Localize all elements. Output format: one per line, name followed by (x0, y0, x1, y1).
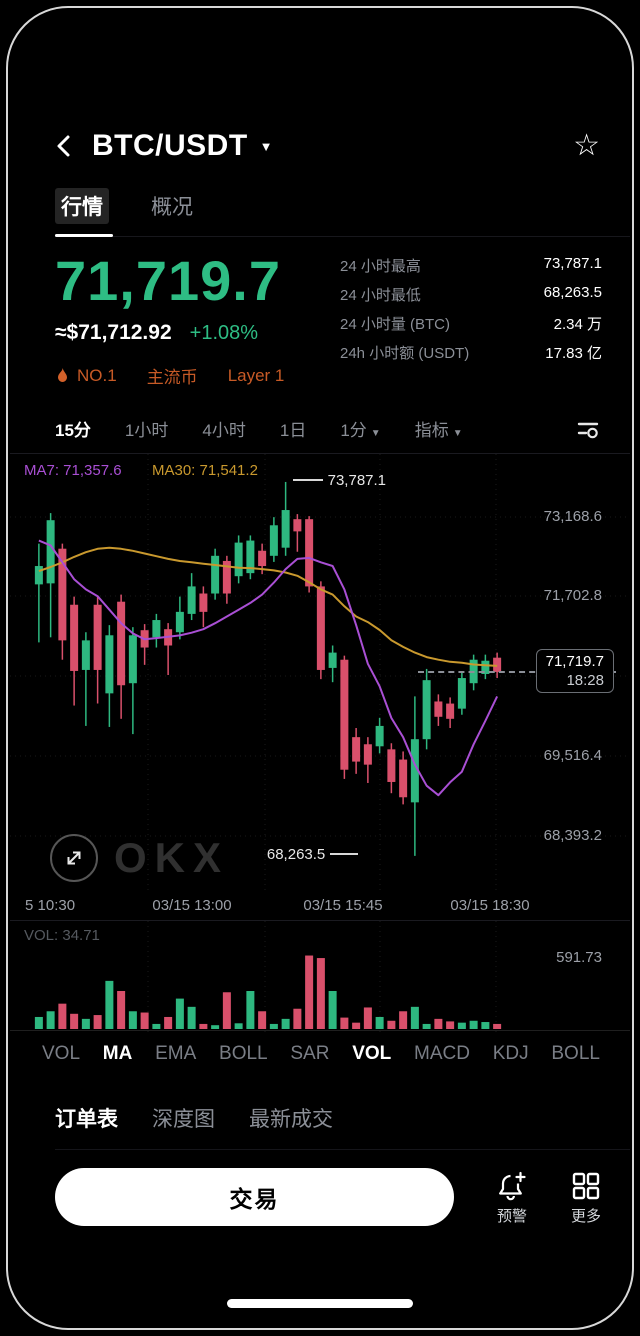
tab-depth-chart[interactable]: 深度图 (152, 1108, 215, 1131)
chevron-down-icon: ▼ (452, 428, 463, 439)
trade-button[interactable]: 交易 (55, 1168, 454, 1226)
volume-canvas[interactable] (10, 921, 630, 1033)
indicator-vol-sub[interactable]: VOL (352, 1043, 392, 1064)
x-axis-label: 5 10:30 (25, 897, 76, 914)
marker-time: 18:28 (566, 671, 604, 689)
high-annotation-dash (292, 479, 323, 482)
back-icon[interactable] (52, 133, 76, 159)
rank-badge[interactable]: NO.1 (55, 366, 117, 386)
footer: 交易 预警 更多 (10, 1150, 630, 1226)
more-label: 更多 (570, 1208, 601, 1225)
alert-label: 预警 (496, 1208, 527, 1225)
x-axis-label: 03/15 13:00 (152, 897, 232, 914)
alert-tool[interactable]: 预警 (496, 1170, 528, 1226)
chevron-down-icon: ▼ (370, 428, 381, 439)
y-axis-label: 68,393.2 (543, 827, 602, 844)
favorite-star-icon[interactable]: ☆ (573, 129, 600, 162)
indicator-boll[interactable]: BOLL (219, 1043, 268, 1064)
marker-price: 71,719.7 (545, 652, 604, 670)
expand-chart-icon[interactable] (50, 834, 98, 882)
stat-row: 24 小时最高 73,787.1 (340, 255, 602, 275)
indicator-ema[interactable]: EMA (155, 1043, 197, 1064)
pair-title[interactable]: BTC/USDT (92, 129, 248, 162)
indicator-kdj[interactable]: KDJ (492, 1043, 529, 1064)
indicator-tabs: VOL MA EMA BOLL SAR VOL MACD KDJ BOLL (10, 1033, 630, 1077)
volume-axis-label: 591.73 (556, 949, 602, 966)
y-axis-label: 71,702.8 (543, 587, 602, 604)
volume-label: VOL: 34.71 (24, 927, 100, 944)
x-axis: 5 10:30 03/15 13:00 03/15 15:45 03/15 18… (10, 894, 630, 921)
more-tool[interactable]: 更多 (570, 1170, 602, 1226)
last-price-line (418, 670, 616, 673)
candles-canvas[interactable] (10, 454, 630, 894)
24h-stats: 24 小时最高 73,787.1 24 小时最低 68,263.5 24 小时量 (… (340, 255, 602, 388)
more-grid-icon (572, 1172, 600, 1200)
chart-watermark: OKX (50, 834, 229, 882)
stat-row: 24h 小时额 (USDT) 17.83 亿 (340, 345, 602, 362)
indicator-boll2[interactable]: BOLL (551, 1043, 600, 1064)
header: BTC/USDT ▼ ☆ (10, 122, 630, 170)
indicator-dropdown[interactable]: 指标 ▼ (414, 421, 463, 440)
last-price: 71,719.7 (55, 249, 281, 312)
fiat-price: ≈$71,712.92 (55, 321, 172, 344)
flame-icon (58, 367, 67, 382)
alert-bell-plus-icon (499, 1171, 526, 1201)
category-badge-layer1[interactable]: Layer 1 (227, 365, 285, 385)
tab-order-book[interactable]: 订单表 (55, 1108, 118, 1131)
ticker-section: 71,719.7 ≈$71,712.92 +1.08% NO.1 主流币 Lay… (10, 237, 630, 388)
timeframe-1h[interactable]: 1小时 (124, 421, 169, 440)
home-indicator[interactable] (227, 1299, 413, 1308)
y-axis-label: 73,168.6 (543, 508, 602, 525)
low-annotation-dash (330, 853, 359, 856)
stat-row: 24 小时最低 68,263.5 (340, 284, 602, 304)
indicator-vol-main[interactable]: VOL (42, 1043, 81, 1064)
timeframe-1d[interactable]: 1日 (279, 421, 307, 440)
x-axis-label: 03/15 18:30 (450, 897, 530, 914)
tab-market[interactable]: 行情 (55, 188, 109, 224)
stat-row: 24 小时量 (BTC) 2.34 万 (340, 316, 602, 333)
top-tabs: 行情 概况 (55, 188, 630, 237)
category-badge-mainstream[interactable]: 主流币 (146, 368, 198, 387)
price-block: 71,719.7 ≈$71,712.92 +1.08% NO.1 主流币 Lay… (55, 251, 284, 388)
ma7-label: MA7: 71,357.6 (24, 462, 122, 479)
candlestick-chart[interactable]: MA7: 71,357.6 MA30: 71,541.2 73,168.6 71… (10, 454, 630, 894)
app-screen: BTC/USDT ▼ ☆ 行情 概况 71,719.7 ≈$71,712.92 … (10, 10, 630, 1326)
tab-overview[interactable]: 概况 (151, 196, 193, 219)
pair-dropdown-caret-icon[interactable]: ▼ (259, 138, 273, 154)
timeframe-4h[interactable]: 4小时 (202, 421, 246, 440)
high-annotation: 73,787.1 (292, 472, 386, 489)
chart-settings-icon[interactable] (576, 417, 600, 441)
y-axis-label: 69,516.4 (543, 747, 602, 764)
tab-latest-trades[interactable]: 最新成交 (249, 1108, 333, 1131)
active-tab-underline (55, 234, 113, 237)
last-price-marker[interactable]: 71,719.7 18:28 (535, 648, 614, 693)
indicator-sar[interactable]: SAR (290, 1043, 330, 1064)
low-annotation: 68,263.5 (267, 846, 359, 863)
phone-frame: BTC/USDT ▼ ☆ 行情 概况 71,719.7 ≈$71,712.92 … (6, 6, 634, 1330)
x-axis-label: 03/15 15:45 (303, 897, 383, 914)
timeframe-15m[interactable]: 15分 (55, 421, 91, 440)
price-change-percent: +1.08% (189, 322, 259, 344)
ma30-label: MA30: 71,541.2 (152, 462, 258, 479)
orderbook-tabs: 订单表 深度图 最新成交 (55, 1103, 630, 1150)
okx-logo: OKX (114, 834, 230, 881)
volume-pane[interactable]: VOL: 34.71 591.73 (10, 921, 630, 1033)
timeframe-more-dropdown[interactable]: 1分 ▼ (340, 421, 381, 440)
indicator-macd[interactable]: MACD (414, 1043, 470, 1064)
timeframe-bar: 15分 1小时 4小时 1日 1分 ▼ 指标 ▼ (10, 402, 630, 454)
badges-row: NO.1 主流币 Layer 1 (55, 363, 284, 388)
indicator-ma[interactable]: MA (102, 1043, 133, 1064)
